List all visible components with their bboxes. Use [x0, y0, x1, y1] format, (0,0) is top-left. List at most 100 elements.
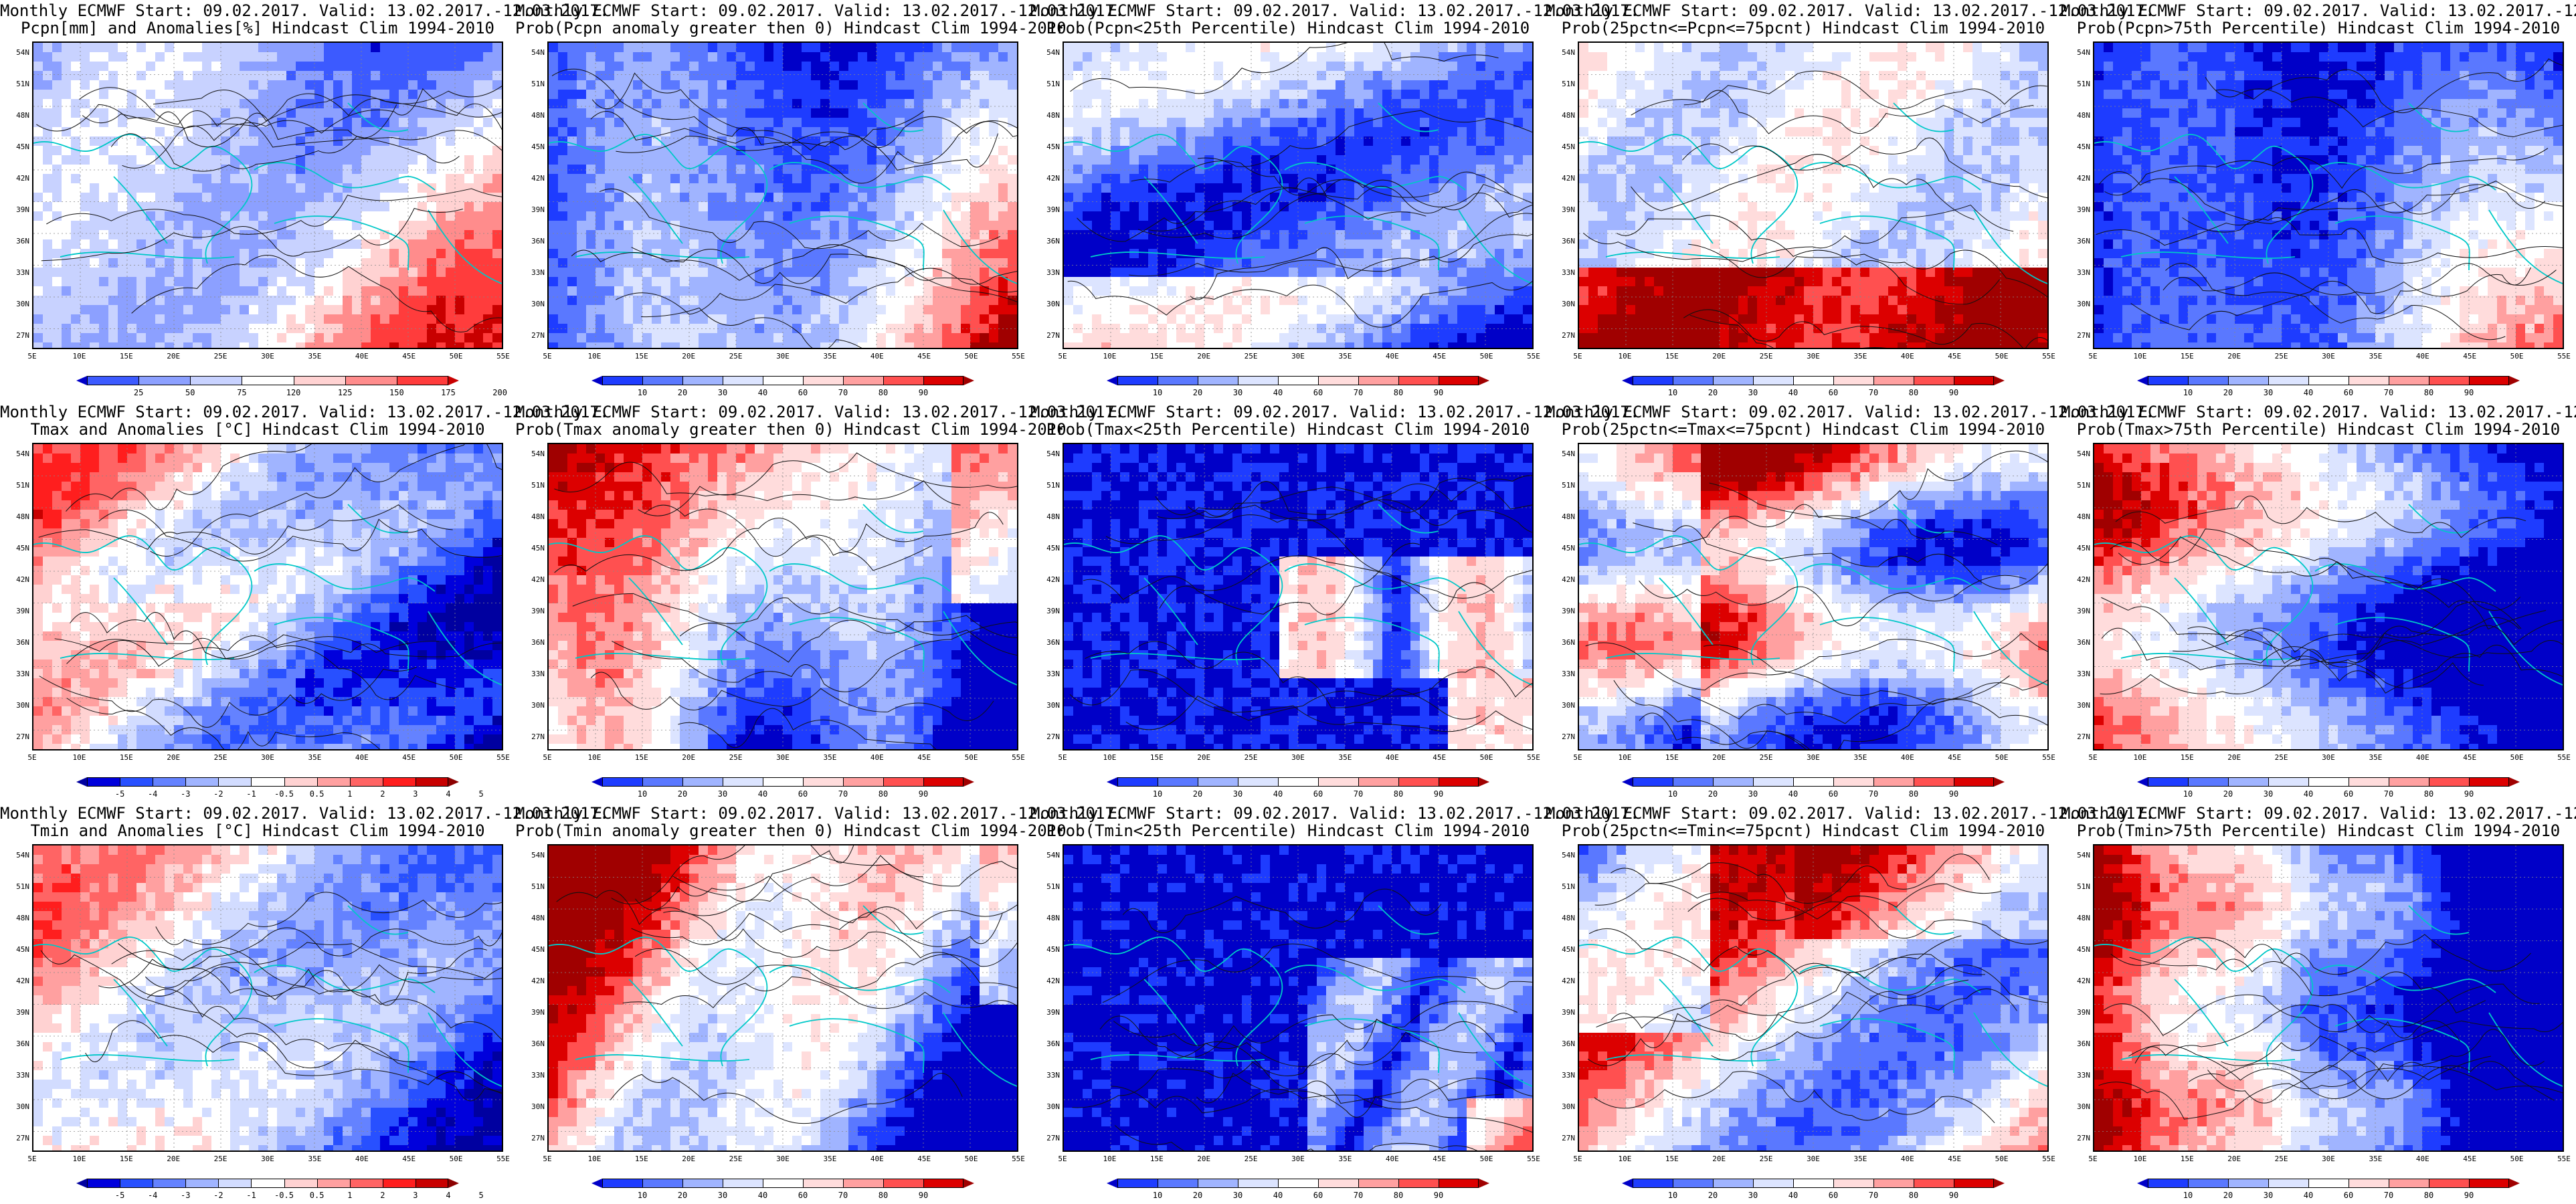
lon-tick-label: 30E — [261, 1155, 274, 1163]
colorbar-tick-label: 25 — [134, 388, 143, 397]
colorbar-tick-label: 175 — [441, 388, 456, 397]
lon-tick-label: 5E — [1058, 753, 1067, 762]
lon-tick-label: 35E — [1853, 352, 1867, 361]
contour-lines — [38, 444, 502, 749]
lat-tick-label: 48N — [1037, 111, 1060, 120]
lat-tick-label: 39N — [1552, 607, 1575, 615]
panel-title-line1: Monthly ECMWF Start: 09.02.2017. Valid: … — [1546, 1, 2154, 20]
colorbar-tick-label: 40 — [2304, 388, 2313, 397]
colorbar-tick-label: 200 — [492, 388, 507, 397]
colorbar-tick-label: 1 — [347, 1191, 352, 1200]
colorbar-segment — [120, 777, 153, 787]
lon-tick-label: 5E — [2088, 1155, 2097, 1163]
lon-tick-label: 45E — [1433, 352, 1446, 361]
panel-title-line2: Pcpn[mm] and Anomalies[%] Hindcast Clim … — [0, 19, 515, 37]
colorbar-tick-label: 90 — [2464, 789, 2474, 799]
colorbar-segment — [1238, 777, 1278, 787]
lon-tick-label: 55E — [1012, 352, 1025, 361]
lat-tick-label: 36N — [1037, 1039, 1060, 1048]
lat-tick-label: 54N — [1552, 449, 1575, 458]
colorbar-tick-label: 70 — [1354, 789, 1363, 799]
lat-tick-label: 27N — [2067, 732, 2090, 741]
lat-tick-label: 33N — [1552, 1071, 1575, 1080]
colorbar-tick-label: 60 — [1313, 1191, 1323, 1200]
colorbar-segment — [2389, 777, 2429, 787]
map-area — [32, 844, 503, 1152]
colorbar-segment — [2268, 376, 2308, 385]
lon-tick-label: 35E — [1338, 753, 1352, 762]
lon-tick-label: 25E — [1245, 1155, 1258, 1163]
colorbar-tick-label: 60 — [1829, 789, 1838, 799]
lat-tick-label: 54N — [7, 48, 29, 57]
lat-tick-label: 36N — [7, 1039, 29, 1048]
colorbar-tick-label: 70 — [838, 388, 848, 397]
lat-tick-label: 48N — [2067, 111, 2090, 120]
lon-tick-label: 25E — [1760, 352, 1773, 361]
colorbar-segment — [642, 376, 682, 385]
lon-tick-label: 15E — [635, 352, 648, 361]
colorbar-tick-label: 40 — [758, 1191, 767, 1200]
map-svg — [1064, 43, 1532, 348]
lon-tick-label: 5E — [1573, 753, 1582, 762]
colorbar-segment — [1358, 777, 1398, 787]
colorbar-tick-label: 30 — [718, 1191, 727, 1200]
colorbar-segment — [2429, 376, 2469, 385]
lon-tick-label: 20E — [1712, 753, 1726, 762]
lat-tick-label: 54N — [522, 851, 545, 860]
colorbar-tick-label: 30 — [1233, 388, 1243, 397]
lon-tick-label: 20E — [682, 1155, 695, 1163]
lon-tick-label: 20E — [1197, 753, 1210, 762]
lat-tick-label: 45N — [7, 945, 29, 954]
lon-tick-label: 20E — [682, 753, 695, 762]
lat-tick-label: 39N — [2067, 205, 2090, 214]
colorbar-max-arrow — [963, 1179, 974, 1188]
colorbar-tick-label: 40 — [758, 789, 767, 799]
colorbar-tick-label: 20 — [2223, 388, 2233, 397]
lon-tick-label: 35E — [2369, 352, 2382, 361]
lat-tick-label: 54N — [522, 449, 545, 458]
colorbar-segment — [723, 1179, 763, 1188]
colorbar-tick-label: 90 — [919, 388, 928, 397]
lat-tick-label: 48N — [1037, 914, 1060, 922]
lon-tick-label: 5E — [27, 352, 36, 361]
colorbar-frame — [1117, 1179, 1479, 1188]
shaded-field — [1579, 444, 2047, 749]
panel-title-line2: Prob(Tmax>75th Percentile) Hindcast Clim… — [2061, 420, 2576, 439]
colorbar-frame — [1117, 376, 1479, 385]
lon-tick-label: 35E — [1853, 1155, 1867, 1163]
lat-tick-label: 45N — [522, 945, 545, 954]
colorbar-segment — [763, 376, 803, 385]
lon-tick-label: 35E — [1853, 753, 1867, 762]
lon-tick-label: 40E — [2416, 753, 2429, 762]
panel-title-line2: Prob(Tmin<25th Percentile) Hindcast Clim… — [1030, 821, 1546, 840]
lon-tick-label: 20E — [682, 352, 695, 361]
colorbar-tick-label: 10 — [1153, 388, 1162, 397]
colorbar-segment — [923, 777, 963, 787]
lat-tick-label: 33N — [1037, 268, 1060, 277]
lat-tick-label: 48N — [1552, 914, 1575, 922]
colorbar-segment — [1713, 1179, 1753, 1188]
lon-tick-label: 5E — [543, 352, 551, 361]
lat-tick-label: 45N — [1037, 945, 1060, 954]
lon-tick-label: 35E — [823, 352, 836, 361]
lon-tick-label: 5E — [1058, 1155, 1067, 1163]
colorbar-tick-label: 90 — [1949, 789, 1958, 799]
colorbar — [1622, 1179, 2005, 1188]
lon-tick-label: 25E — [2275, 753, 2288, 762]
lat-tick-label: 39N — [1037, 205, 1060, 214]
lat-tick-label: 42N — [1552, 977, 1575, 985]
colorbar-segment — [415, 777, 448, 787]
lat-tick-label: 33N — [522, 1071, 545, 1080]
lon-tick-label: 5E — [2088, 753, 2097, 762]
colorbar-frame — [1633, 1179, 1994, 1188]
lat-tick-label: 42N — [2067, 174, 2090, 183]
lat-tick-label: 51N — [2067, 882, 2090, 891]
colorbar-tick-label: 80 — [1909, 388, 1918, 397]
colorbar-tick-label: 90 — [2464, 1191, 2474, 1200]
contour-lines — [2096, 58, 2563, 340]
colorbar-tick-label: -1 — [246, 789, 256, 799]
lat-tick-label: 45N — [1037, 142, 1060, 151]
colorbar-tick-label: 40 — [1273, 789, 1283, 799]
map-panel: Monthly ECMWF Start: 09.02.2017. Valid: … — [515, 401, 1124, 803]
colorbar-tick-label: 30 — [2264, 388, 2273, 397]
